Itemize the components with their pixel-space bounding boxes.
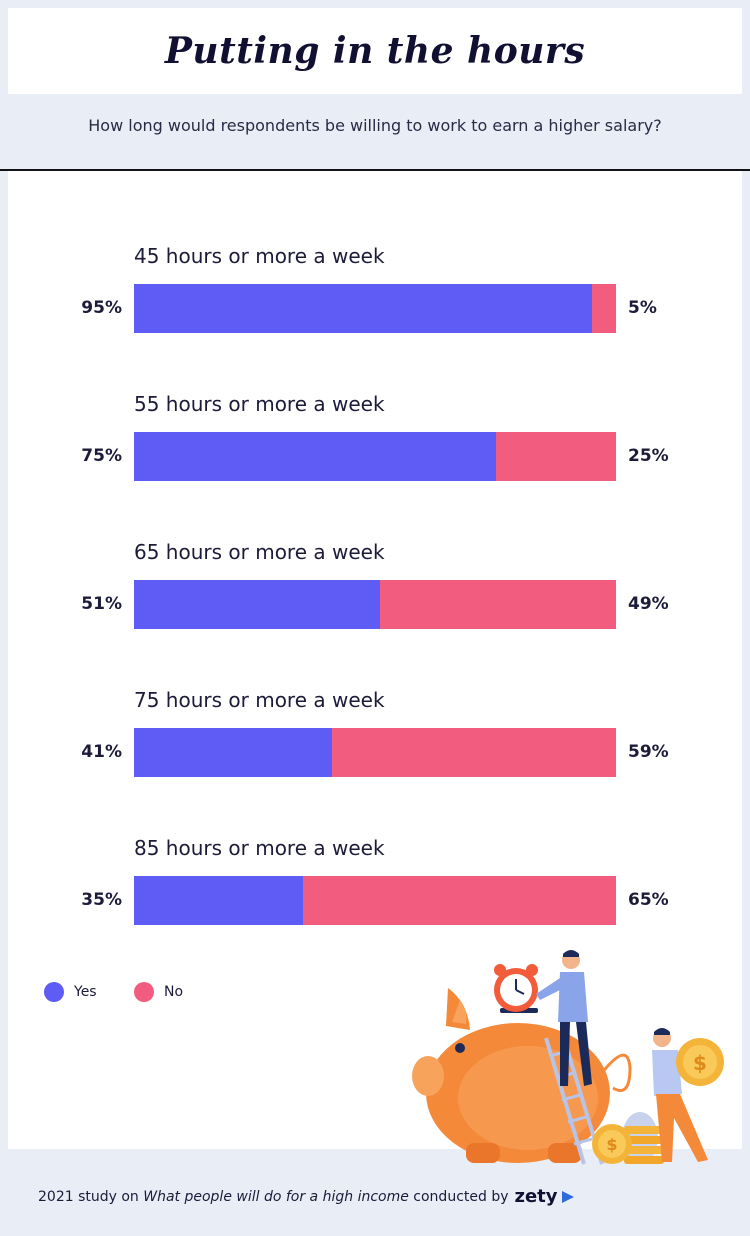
bar-segment-yes [134, 432, 496, 481]
category-label: 55 hours or more a week [134, 392, 385, 416]
category-label: 65 hours or more a week [134, 540, 385, 564]
value-label-no: 49% [628, 594, 669, 614]
category-label: 45 hours or more a week [134, 244, 385, 268]
bar-segment-no [302, 876, 616, 925]
value-label-no: 59% [628, 742, 669, 762]
value-label-yes: 51% [81, 594, 122, 614]
chart-subtitle: How long would respondents be willing to… [88, 116, 662, 135]
stacked-bar [134, 876, 616, 925]
piggy-bank-illustration-icon: $ $ [412, 950, 724, 1165]
value-label-yes: 75% [81, 446, 122, 466]
bar-segment-yes [134, 580, 380, 629]
bar-segment-no [495, 432, 616, 481]
stacked-bar [134, 728, 616, 777]
bar-segment-yes [134, 284, 592, 333]
legend-yes-swatch [44, 982, 64, 1002]
category-label: 75 hours or more a week [134, 688, 385, 712]
bar-segment-yes [134, 876, 303, 925]
footer-study-title: What people will do for a high income [143, 1188, 409, 1205]
stacked-bar [134, 432, 616, 481]
stacked-bar [134, 284, 616, 333]
bar-segment-no [331, 728, 616, 777]
brand-mark-icon [561, 1190, 574, 1203]
brand-logo: zety [514, 1186, 558, 1207]
legend-no: No [134, 982, 183, 1002]
value-label-no: 65% [628, 890, 669, 910]
value-label-no: 5% [628, 298, 657, 318]
legend-no-swatch [134, 982, 154, 1002]
footer: 2021 study on What people will do for a … [38, 1186, 576, 1207]
legend-yes-label: Yes [74, 984, 97, 1000]
category-label: 85 hours or more a week [134, 836, 385, 860]
chart-panel [8, 171, 742, 1149]
value-label-yes: 95% [81, 298, 122, 318]
value-label-no: 25% [628, 446, 669, 466]
footer-prefix: 2021 study on [38, 1188, 144, 1205]
chart-title: Putting in the hours [164, 30, 586, 72]
bar-segment-yes [134, 728, 332, 777]
svg-text:$: $ [606, 1135, 617, 1154]
stacked-bar [134, 580, 616, 629]
footer-suffix: conducted by [408, 1188, 509, 1205]
legend-yes: Yes [44, 982, 97, 1002]
value-label-yes: 41% [81, 742, 122, 762]
bar-segment-no [379, 580, 616, 629]
svg-text:$: $ [693, 1051, 707, 1075]
legend-no-label: No [164, 984, 184, 1000]
title-box: Putting in the hours [8, 8, 742, 94]
divider [0, 169, 750, 171]
value-label-yes: 35% [81, 890, 122, 910]
bar-segment-no [591, 284, 616, 333]
